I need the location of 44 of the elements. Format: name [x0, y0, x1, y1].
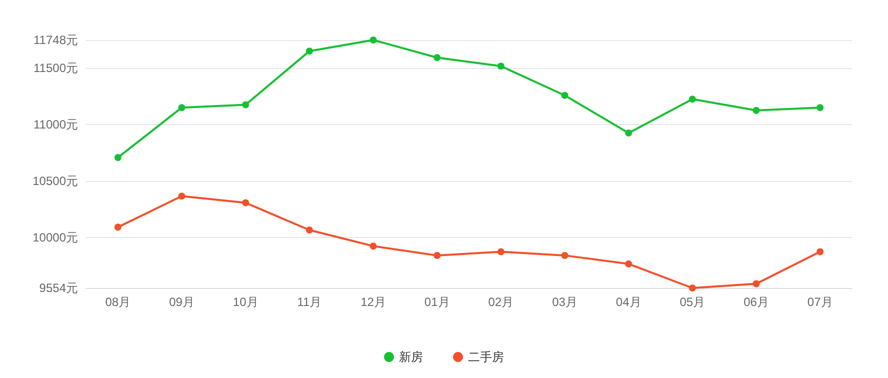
x-tick-label: 03月: [552, 295, 578, 309]
legend-label: 二手房: [468, 350, 504, 364]
x-tick-label: 08月: [105, 295, 131, 309]
point: [561, 252, 568, 259]
point: [625, 130, 632, 137]
x-tick-label: 05月: [680, 295, 706, 309]
y-tick-label: 11500元: [34, 61, 78, 76]
point: [434, 252, 441, 259]
point: [242, 199, 250, 206]
point: [625, 260, 632, 268]
point: [434, 54, 441, 62]
point: [114, 224, 122, 231]
x-tick-label: 10月: [232, 295, 258, 309]
x-tick-label: 07月: [807, 295, 833, 309]
y-tick-label: 10500元: [32, 174, 78, 188]
legend-label: 新房: [399, 350, 423, 364]
point: [242, 101, 250, 108]
y-tick-label: 11000元: [34, 118, 78, 132]
point: [306, 48, 313, 55]
point: [688, 284, 696, 292]
x-tick-label: 06月: [744, 295, 769, 309]
x-tick-label: 02月: [488, 295, 514, 309]
y-tick-label: 9554元: [39, 281, 78, 295]
point: [178, 104, 186, 112]
point: [688, 96, 696, 103]
x-tick-label: 04月: [616, 295, 642, 309]
point: [178, 192, 186, 200]
point: [816, 248, 824, 256]
point: [497, 62, 504, 70]
point: [752, 280, 760, 288]
point: [816, 104, 824, 112]
x-tick-label: 11月: [297, 295, 322, 309]
point: [370, 242, 377, 250]
y-tick-label: 11748元: [34, 33, 78, 47]
point: [752, 106, 760, 114]
x-tick-label: 09月: [169, 295, 194, 309]
point: [497, 248, 504, 256]
x-tick-label: 12月: [360, 295, 386, 309]
point: [370, 36, 377, 44]
point: [306, 226, 313, 234]
y-tick-label: 10000元: [32, 230, 78, 245]
point: [561, 92, 568, 99]
point: [114, 154, 122, 162]
x-tick-label: 01月: [424, 295, 450, 309]
